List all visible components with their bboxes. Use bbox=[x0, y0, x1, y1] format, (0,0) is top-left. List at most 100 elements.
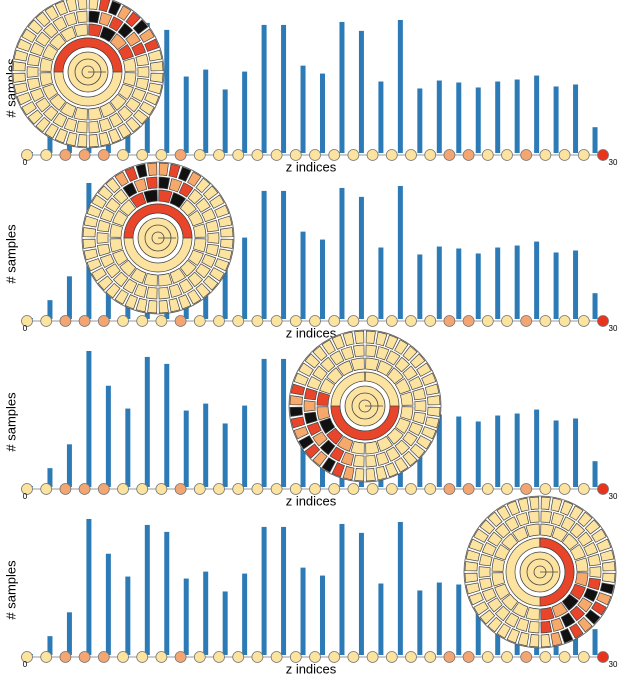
sunburst-tile bbox=[336, 360, 354, 377]
bar bbox=[592, 127, 598, 153]
bar bbox=[495, 415, 501, 487]
sunburst-tile bbox=[365, 330, 376, 345]
sunburst-tile bbox=[464, 561, 479, 572]
bar bbox=[514, 245, 520, 319]
sunburst-tile bbox=[129, 192, 147, 209]
index-point bbox=[520, 651, 533, 663]
index-point bbox=[385, 315, 398, 327]
sunburst-tile bbox=[426, 395, 441, 406]
index-point bbox=[443, 315, 456, 327]
sunburst-tile bbox=[124, 166, 138, 182]
sunburst-tile bbox=[147, 299, 158, 314]
sunburst-tile bbox=[352, 344, 365, 358]
sunburst-tile bbox=[143, 272, 158, 287]
sunburst-tile bbox=[147, 162, 158, 177]
sunburst-tile bbox=[365, 467, 376, 482]
sunburst-tile bbox=[591, 601, 607, 616]
sunburst-tile bbox=[179, 259, 197, 277]
sunburst-tile bbox=[149, 72, 164, 83]
sunburst-tile bbox=[158, 189, 173, 204]
index-point bbox=[481, 149, 494, 161]
sunburst-tile bbox=[394, 377, 411, 395]
x-tick-label: 0 bbox=[23, 492, 28, 501]
sunburst-tile bbox=[105, 263, 121, 279]
sunburst-tile bbox=[112, 209, 129, 227]
index-point bbox=[40, 651, 53, 663]
sunburst-tile bbox=[125, 97, 141, 113]
sunburst-tile bbox=[82, 238, 97, 249]
sunburst-tile bbox=[540, 633, 551, 648]
sunburst-tile bbox=[601, 572, 616, 583]
sunburst-tile bbox=[135, 163, 148, 179]
index-point bbox=[558, 149, 571, 161]
sunburst-tile bbox=[98, 0, 111, 13]
bar bbox=[573, 418, 579, 487]
sunburst-tile bbox=[529, 496, 540, 511]
sunburst-tile bbox=[29, 87, 45, 103]
sunburst-tile bbox=[124, 294, 138, 310]
index-point bbox=[21, 315, 33, 327]
index-point bbox=[385, 651, 398, 663]
sunburst-tile bbox=[540, 510, 553, 524]
sunburst-tile bbox=[365, 454, 378, 468]
sunburst-tile bbox=[321, 457, 336, 473]
sunburst-tile bbox=[569, 623, 584, 639]
bar bbox=[144, 356, 150, 487]
sunburst-tile bbox=[209, 194, 225, 209]
bar bbox=[592, 629, 598, 655]
sunburst-tile bbox=[525, 606, 540, 621]
sunburst-tile bbox=[491, 572, 506, 587]
sunburst-tile bbox=[375, 465, 388, 481]
sunburst-tile bbox=[44, 5, 59, 21]
index-point bbox=[501, 149, 513, 161]
sunburst-tile bbox=[494, 522, 511, 539]
bar bbox=[183, 578, 189, 655]
index-point bbox=[213, 651, 225, 663]
bar bbox=[534, 409, 540, 487]
bar bbox=[281, 190, 287, 319]
bar bbox=[436, 246, 442, 319]
index-point bbox=[520, 315, 533, 327]
index-point bbox=[347, 483, 360, 495]
sunburst-tile bbox=[394, 356, 411, 373]
sunburst-tile bbox=[125, 11, 141, 28]
index-point bbox=[539, 315, 552, 327]
sunburst-tile bbox=[511, 526, 529, 543]
sunburst-tile bbox=[496, 505, 511, 521]
sunburst-tile bbox=[551, 601, 569, 618]
sunburst-tile bbox=[540, 620, 553, 634]
sunburst-tile bbox=[394, 439, 411, 456]
bar bbox=[553, 420, 559, 487]
bar bbox=[514, 413, 520, 487]
sunburst-tile bbox=[27, 77, 41, 91]
bar bbox=[320, 73, 325, 153]
sunburst-tile bbox=[147, 49, 163, 62]
sunburst-tile bbox=[340, 346, 355, 361]
index-point bbox=[136, 483, 149, 495]
index-point bbox=[193, 149, 206, 161]
sunburst-tile bbox=[195, 197, 211, 213]
sunburst-ring-hot bbox=[123, 203, 193, 239]
sunburst-tile bbox=[494, 605, 511, 622]
sunburst-tile bbox=[35, 31, 51, 47]
bar bbox=[397, 185, 403, 319]
bar bbox=[281, 526, 287, 655]
sunburst-tile bbox=[375, 346, 390, 361]
sunburst-ring-hot bbox=[330, 405, 400, 441]
index-point bbox=[424, 651, 437, 663]
sunburst-tile bbox=[376, 360, 394, 377]
sunburst-tile bbox=[187, 289, 202, 305]
index-point bbox=[481, 483, 494, 495]
sunburst-tile bbox=[112, 271, 129, 288]
sunburst-tile bbox=[178, 294, 192, 310]
sunburst-tile bbox=[117, 5, 132, 21]
bar bbox=[183, 410, 189, 487]
index-point bbox=[78, 315, 91, 327]
sunburst-tile bbox=[168, 297, 181, 313]
sunburst-tile bbox=[394, 457, 409, 473]
sunburst-tile bbox=[473, 528, 489, 543]
sunburst-tile bbox=[117, 105, 134, 122]
index-point bbox=[501, 483, 513, 495]
sunburst-tile bbox=[109, 33, 127, 51]
sunburst-tile bbox=[13, 82, 29, 95]
